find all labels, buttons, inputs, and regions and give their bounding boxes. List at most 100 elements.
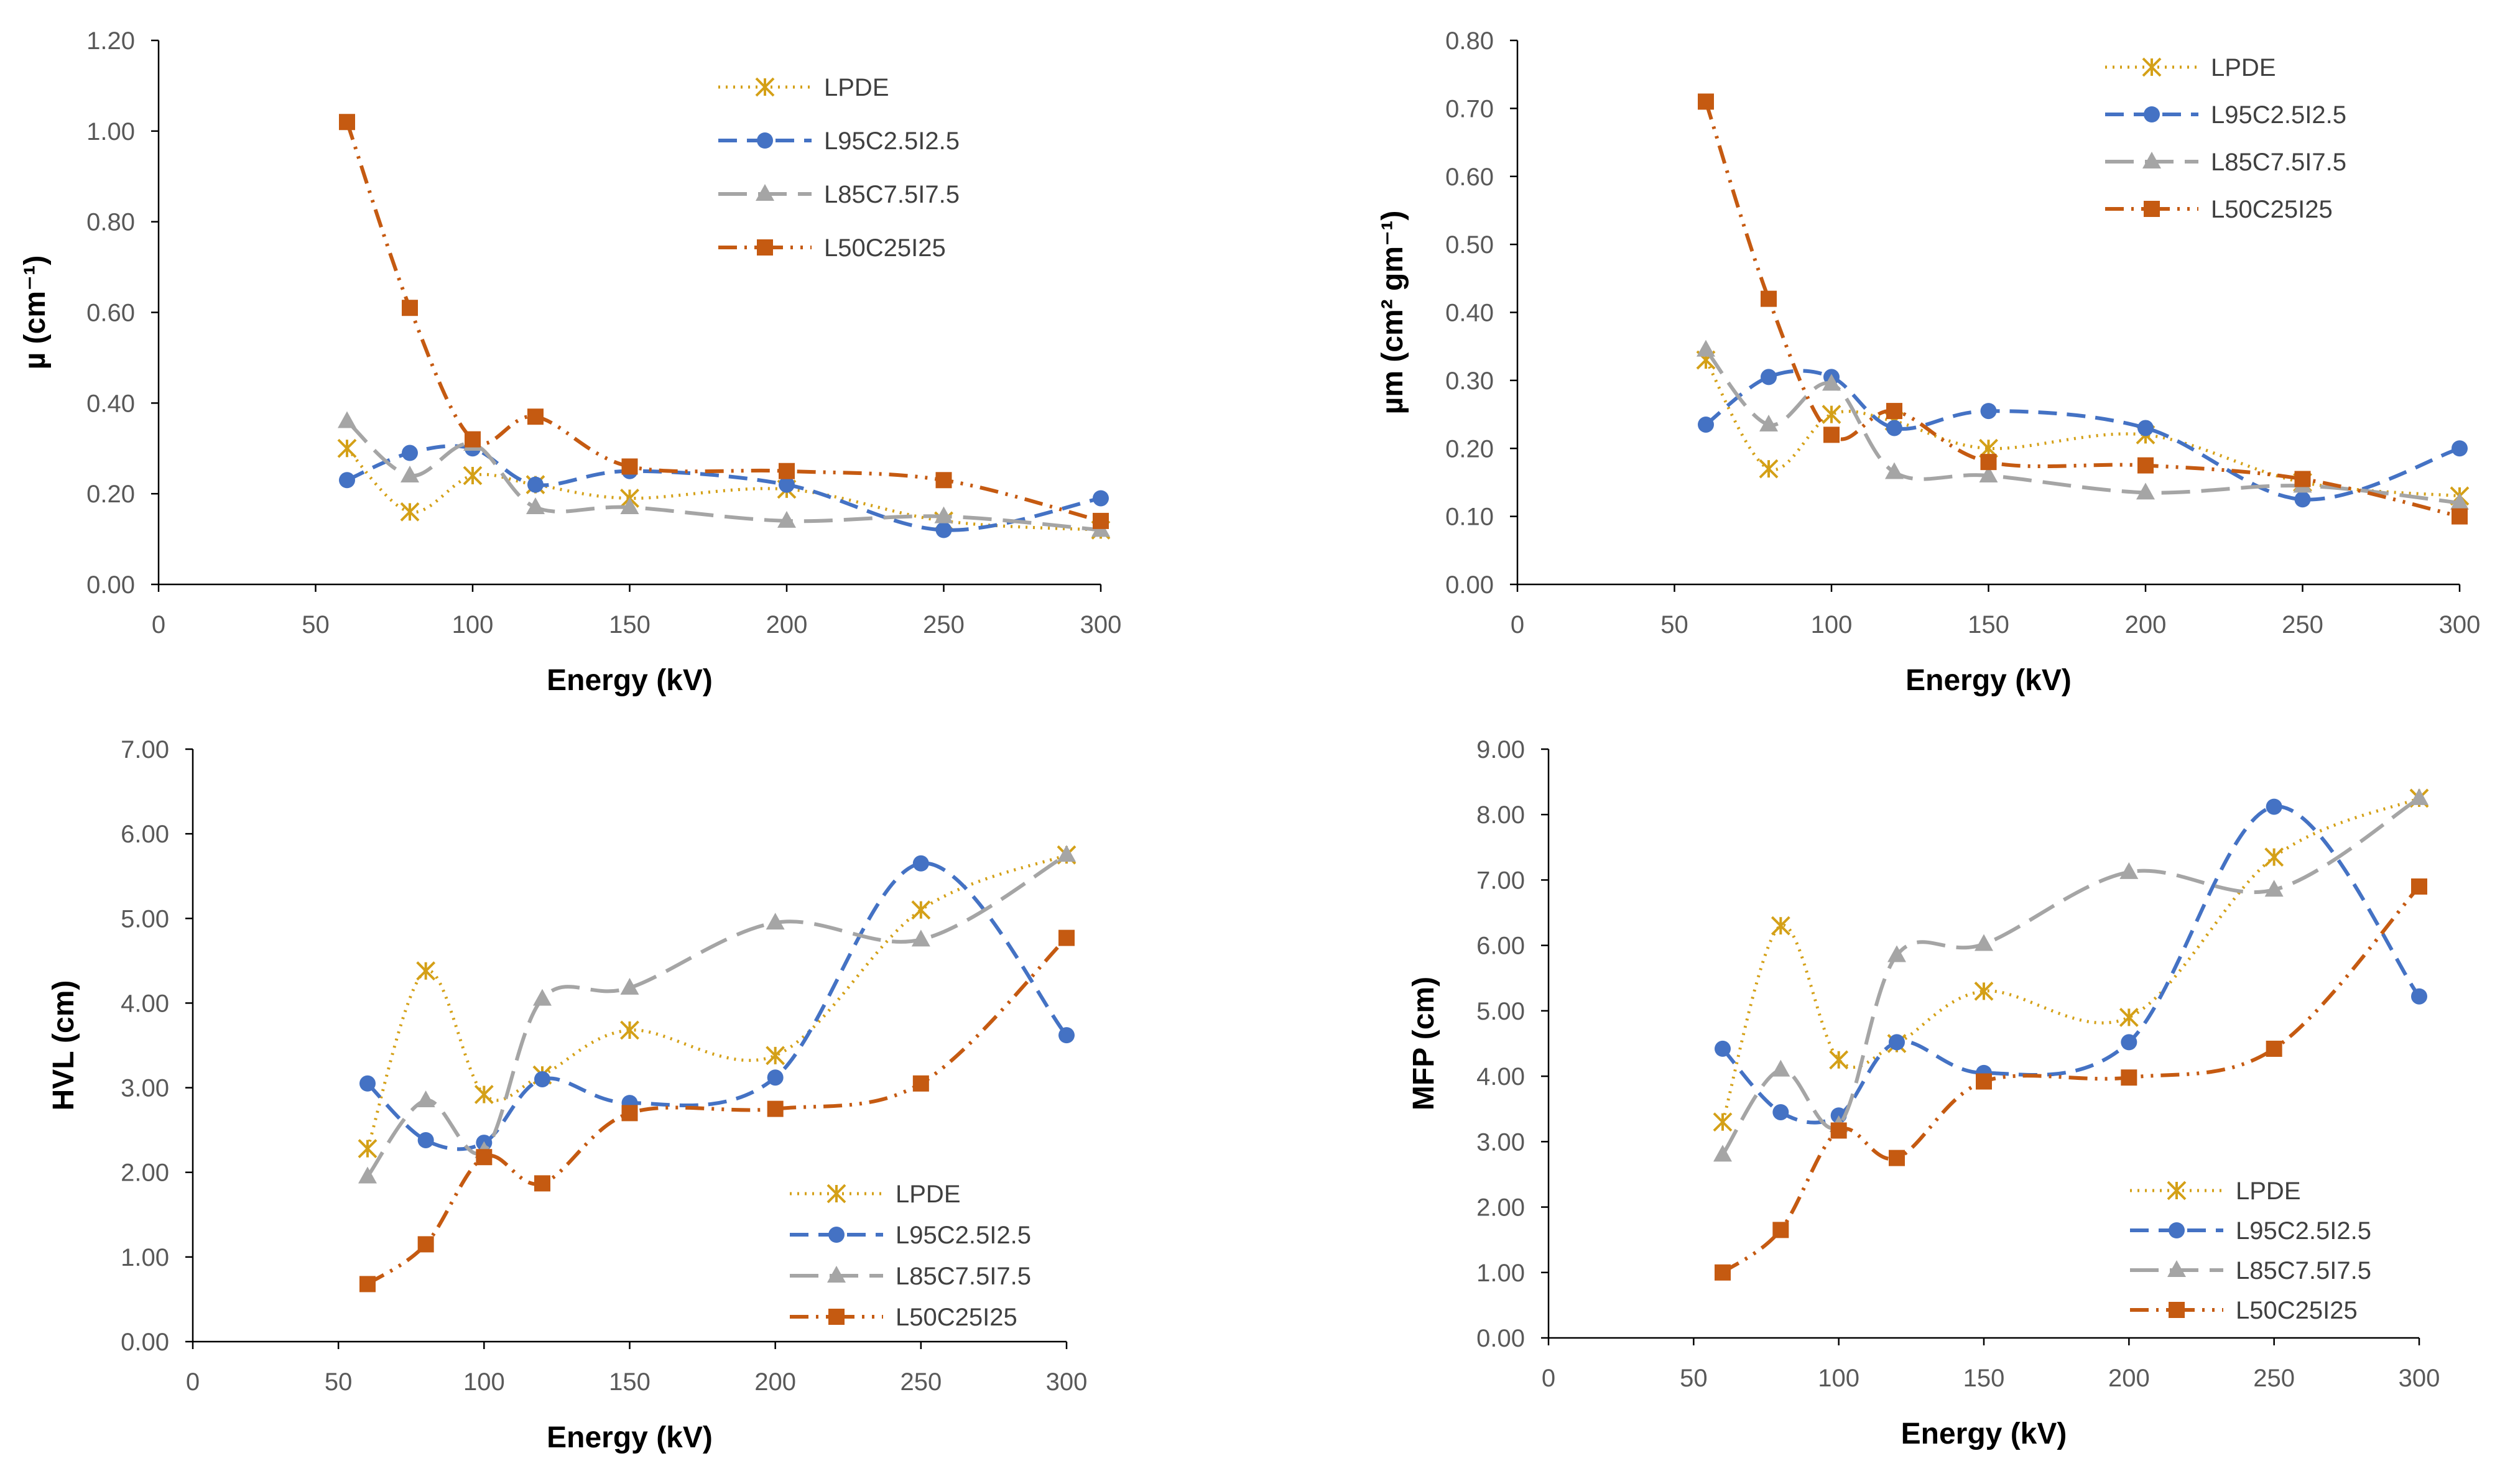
chart-mfp: 0.00 1.00 2.00 3.00 4.00 5.00 6.00 7.00 8.00 9.00… xyxy=(1407,736,2440,1450)
legend-marker xyxy=(2144,106,2160,122)
legend-label: LPDE xyxy=(896,1181,961,1208)
y-tick-label: 2.00 xyxy=(121,1159,169,1187)
x-tick-label: 300 xyxy=(1080,611,1122,638)
y-axis-title: µm (cm² gm⁻¹) xyxy=(1376,211,1409,415)
data-point xyxy=(339,472,355,489)
data-point xyxy=(527,408,544,425)
data-point xyxy=(402,300,418,316)
x-tick-label: 250 xyxy=(900,1368,942,1396)
data-point xyxy=(779,463,795,479)
legend-item: LPDE xyxy=(2105,54,2276,81)
y-axis-title: µ (cm⁻¹) xyxy=(19,256,52,370)
y-tick-label: 0.20 xyxy=(1445,435,1494,463)
x-tick-label: 150 xyxy=(609,611,651,638)
data-point xyxy=(1772,1222,1789,1238)
legend-marker xyxy=(2142,152,2161,168)
data-point xyxy=(1771,1059,1790,1077)
data-point xyxy=(1771,916,1790,936)
data-point xyxy=(1974,981,1994,1001)
series-L50C25I25 xyxy=(339,114,1109,529)
x-tick-label: 50 xyxy=(1660,611,1688,638)
data-point xyxy=(766,1046,785,1066)
y-tick-label: 8.00 xyxy=(1476,801,1525,829)
data-point xyxy=(359,1075,376,1092)
legend-label: L95C2.5I2.5 xyxy=(896,1222,1031,1249)
x-tick-label: 100 xyxy=(1811,611,1853,638)
data-point xyxy=(1830,1122,1847,1139)
series-L85C7.5I7.5 xyxy=(358,845,1076,1184)
y-axis-title: MFP (cm) xyxy=(1407,977,1440,1110)
legend-label: L95C2.5I2.5 xyxy=(2236,1217,2371,1245)
y-tick-label: 7.00 xyxy=(121,736,169,763)
x-tick-label: 100 xyxy=(452,611,494,638)
series-L85C7.5I7.5 xyxy=(1713,788,2429,1162)
legend-marker xyxy=(2169,1222,2185,1238)
x-axis-title: Energy (kV) xyxy=(1901,1417,2067,1450)
data-point xyxy=(621,1105,638,1122)
legend: LPDE L95C2.5I2.5 L85C7.5I7.5 L50C25I25 xyxy=(2105,54,2346,223)
data-point xyxy=(2452,440,2468,457)
y-tick-label: 1.00 xyxy=(86,118,135,145)
x-tick-label: 250 xyxy=(2253,1365,2295,1392)
x-tick-label: 200 xyxy=(766,611,808,638)
x-axis-title: Energy (kV) xyxy=(547,664,713,697)
series-line xyxy=(346,447,1101,532)
y-tick-label: 0.60 xyxy=(1445,164,1494,191)
x-tick-label: 100 xyxy=(1818,1365,1859,1392)
data-point xyxy=(1698,416,1714,433)
series-line xyxy=(345,121,1101,523)
y-tick-label: 0.00 xyxy=(1476,1325,1525,1352)
data-point xyxy=(1058,1027,1075,1044)
x-tick-label: 50 xyxy=(302,611,330,638)
x-tick-label: 0 xyxy=(1542,1365,1555,1392)
data-point xyxy=(1822,405,1841,424)
legend-marker xyxy=(756,184,774,201)
data-point xyxy=(2119,1007,2139,1027)
series-line xyxy=(1704,359,2460,498)
y-tick-label: 4.00 xyxy=(121,990,169,1017)
legend-marker xyxy=(2169,1302,2185,1318)
data-point xyxy=(1058,929,1075,946)
legend-marker xyxy=(828,1309,845,1325)
legend-item: L85C7.5I7.5 xyxy=(790,1263,1031,1290)
data-point xyxy=(417,1236,434,1253)
data-point xyxy=(474,1085,494,1104)
chart-mu-m: 0.00 0.10 0.20 0.30 0.40 0.50 0.60 0.70 0.80 0 50 1… xyxy=(1376,27,2480,697)
legend-label: L95C2.5I2.5 xyxy=(2211,101,2346,129)
data-point xyxy=(338,411,356,428)
series-line xyxy=(345,420,1101,532)
data-point xyxy=(1979,466,1998,482)
data-point xyxy=(911,929,930,947)
data-point xyxy=(476,1149,493,1166)
data-point xyxy=(1759,459,1779,479)
data-point xyxy=(2121,1034,2137,1051)
data-point xyxy=(1057,845,1076,862)
data-point xyxy=(1697,339,1715,357)
data-point xyxy=(621,458,638,475)
legend-label: LPDE xyxy=(824,74,889,101)
y-tick-label: 0.60 xyxy=(86,300,135,327)
data-point xyxy=(1980,454,1997,471)
legend-label: LPDE xyxy=(2236,1178,2301,1205)
series-line xyxy=(1721,796,2420,1156)
data-point xyxy=(2411,988,2427,1005)
data-point xyxy=(534,1175,550,1192)
series-L85C7.5I7.5 xyxy=(1697,339,2469,510)
y-tick-label: 0.50 xyxy=(1445,231,1494,259)
y-tick-label: 1.20 xyxy=(86,27,135,55)
y-tick-label: 0.40 xyxy=(86,390,135,417)
data-point xyxy=(767,1069,784,1086)
legend-label: L50C25I25 xyxy=(2236,1297,2358,1324)
data-point xyxy=(1889,1034,1905,1051)
legend-marker xyxy=(757,239,773,256)
legend-item: L95C2.5I2.5 xyxy=(718,127,960,155)
data-point xyxy=(2119,862,2139,879)
legend-item: L50C25I25 xyxy=(2130,1297,2358,1324)
data-point xyxy=(358,1139,377,1159)
y-tick-label: 0.70 xyxy=(1445,95,1494,122)
data-point xyxy=(2121,1069,2137,1086)
x-axis-title: Energy (kV) xyxy=(547,1421,713,1454)
data-point xyxy=(2410,788,2429,805)
legend-item: L85C7.5I7.5 xyxy=(2130,1257,2371,1284)
data-point xyxy=(766,913,785,930)
